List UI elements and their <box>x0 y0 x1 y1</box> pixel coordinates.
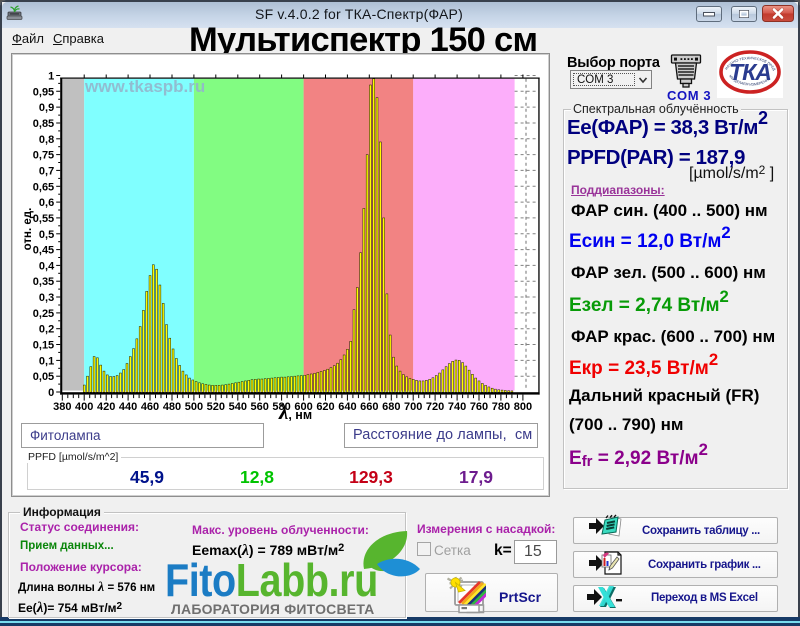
svg-text:740: 740 <box>448 401 466 413</box>
svg-text:0,6: 0,6 <box>39 197 54 209</box>
svg-text:600: 600 <box>294 401 312 413</box>
svg-text:0: 0 <box>48 387 54 399</box>
svg-text:720: 720 <box>426 401 444 413</box>
svg-text:0,9: 0,9 <box>39 102 54 114</box>
svg-text:640: 640 <box>338 401 356 413</box>
svg-text:560: 560 <box>251 401 269 413</box>
svg-text:1: 1 <box>48 71 54 83</box>
svg-text:отн. ед.: отн. ед. <box>22 208 34 251</box>
svg-text:480: 480 <box>163 401 181 413</box>
svg-text:540: 540 <box>229 401 247 413</box>
svg-text:580: 580 <box>272 401 290 413</box>
svg-text:800: 800 <box>514 401 532 413</box>
svg-text:0,15: 0,15 <box>33 340 54 352</box>
svg-text:0,45: 0,45 <box>33 245 54 257</box>
svg-text:380: 380 <box>53 401 71 413</box>
svg-text:www.tkaspb.ru: www.tkaspb.ru <box>84 77 205 96</box>
svg-text:ТКА: ТКА <box>729 59 771 85</box>
svg-text:0,75: 0,75 <box>33 150 54 162</box>
svg-text:0,8: 0,8 <box>39 134 54 146</box>
svg-text:700: 700 <box>404 401 422 413</box>
svg-text:0,35: 0,35 <box>33 276 54 288</box>
svg-text:0,25: 0,25 <box>33 308 54 320</box>
svg-text:400: 400 <box>75 401 93 413</box>
svg-text:460: 460 <box>141 401 159 413</box>
svg-text:440: 440 <box>119 401 137 413</box>
svg-text:0,4: 0,4 <box>39 260 55 272</box>
svg-text:660: 660 <box>360 401 378 413</box>
svg-text:760: 760 <box>470 401 488 413</box>
svg-text:0,3: 0,3 <box>39 292 54 304</box>
svg-text:0,55: 0,55 <box>33 213 54 225</box>
svg-text:0,65: 0,65 <box>33 181 54 193</box>
svg-text:0,95: 0,95 <box>33 86 54 98</box>
svg-text:780: 780 <box>492 401 510 413</box>
svg-text:0,5: 0,5 <box>39 229 54 241</box>
svg-text:0,1: 0,1 <box>39 355 54 367</box>
svg-text:420: 420 <box>97 401 115 413</box>
svg-text:680: 680 <box>382 401 400 413</box>
svg-text:0,2: 0,2 <box>39 324 54 336</box>
svg-text:520: 520 <box>207 401 225 413</box>
svg-text:0,7: 0,7 <box>39 165 54 177</box>
svg-text:0,05: 0,05 <box>33 371 54 383</box>
svg-text:500: 500 <box>185 401 203 413</box>
svg-text:620: 620 <box>316 401 334 413</box>
svg-text:0,85: 0,85 <box>33 118 54 130</box>
